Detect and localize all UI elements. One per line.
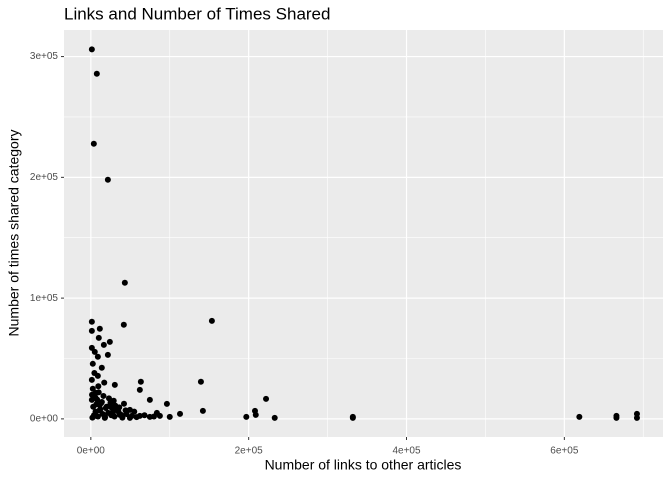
point xyxy=(349,414,356,421)
point xyxy=(95,383,102,390)
x-axis-label: Number of links to other articles xyxy=(265,457,462,473)
point xyxy=(116,404,123,411)
point xyxy=(121,279,128,286)
point xyxy=(101,379,108,386)
point xyxy=(89,360,96,367)
point xyxy=(111,381,118,388)
point xyxy=(633,414,640,421)
point xyxy=(156,412,163,419)
point xyxy=(146,396,153,403)
point xyxy=(137,378,144,385)
point xyxy=(104,351,111,358)
point xyxy=(94,413,101,420)
point xyxy=(100,392,107,399)
y-tick-label: 1e+05 xyxy=(30,293,59,304)
point xyxy=(95,334,102,341)
point xyxy=(88,318,95,325)
point xyxy=(94,396,101,403)
point xyxy=(102,414,109,421)
point xyxy=(163,400,170,407)
point xyxy=(166,413,173,420)
point xyxy=(88,327,95,334)
point xyxy=(105,395,112,402)
point xyxy=(243,413,250,420)
point xyxy=(150,413,157,420)
point xyxy=(109,409,116,416)
panel xyxy=(64,30,663,437)
y-tick-label: 2e+05 xyxy=(30,172,59,183)
point xyxy=(177,410,184,417)
point xyxy=(98,364,105,371)
point xyxy=(141,412,148,419)
point xyxy=(93,401,100,408)
point xyxy=(89,385,96,392)
point xyxy=(197,378,204,385)
point xyxy=(133,414,140,421)
point xyxy=(122,407,129,414)
point xyxy=(104,176,111,183)
point xyxy=(91,369,98,376)
y-tick-label: 3e+05 xyxy=(30,51,59,62)
grid xyxy=(64,30,663,437)
point xyxy=(88,46,95,53)
x-tick-label: 6e+05 xyxy=(550,446,579,457)
point xyxy=(94,353,101,360)
x-tick-label: 2e+05 xyxy=(235,446,264,457)
point xyxy=(90,140,97,147)
y-tick-label: 0e+00 xyxy=(30,414,59,425)
point xyxy=(110,397,117,404)
point xyxy=(271,414,278,421)
point xyxy=(117,411,124,418)
point xyxy=(263,395,270,402)
point xyxy=(95,389,102,396)
point xyxy=(96,407,103,414)
point xyxy=(131,408,138,415)
point xyxy=(103,403,110,410)
points xyxy=(88,46,640,421)
y-axis-label: Number of times shared category xyxy=(6,130,22,337)
x-tick-label: 0e+00 xyxy=(77,446,106,457)
point xyxy=(91,348,98,355)
point xyxy=(576,413,583,420)
point xyxy=(93,70,100,77)
point xyxy=(96,325,103,332)
point xyxy=(120,321,127,328)
point xyxy=(613,414,620,421)
chart-title: Links and Number of Times Shared xyxy=(64,4,330,23)
point xyxy=(100,341,107,348)
point xyxy=(208,317,215,324)
point xyxy=(120,400,127,407)
point xyxy=(98,400,105,407)
point xyxy=(136,386,143,393)
point xyxy=(88,376,95,383)
point xyxy=(106,338,113,345)
point xyxy=(252,411,259,418)
point xyxy=(199,407,206,414)
x-tick-label: 4e+05 xyxy=(392,446,421,457)
